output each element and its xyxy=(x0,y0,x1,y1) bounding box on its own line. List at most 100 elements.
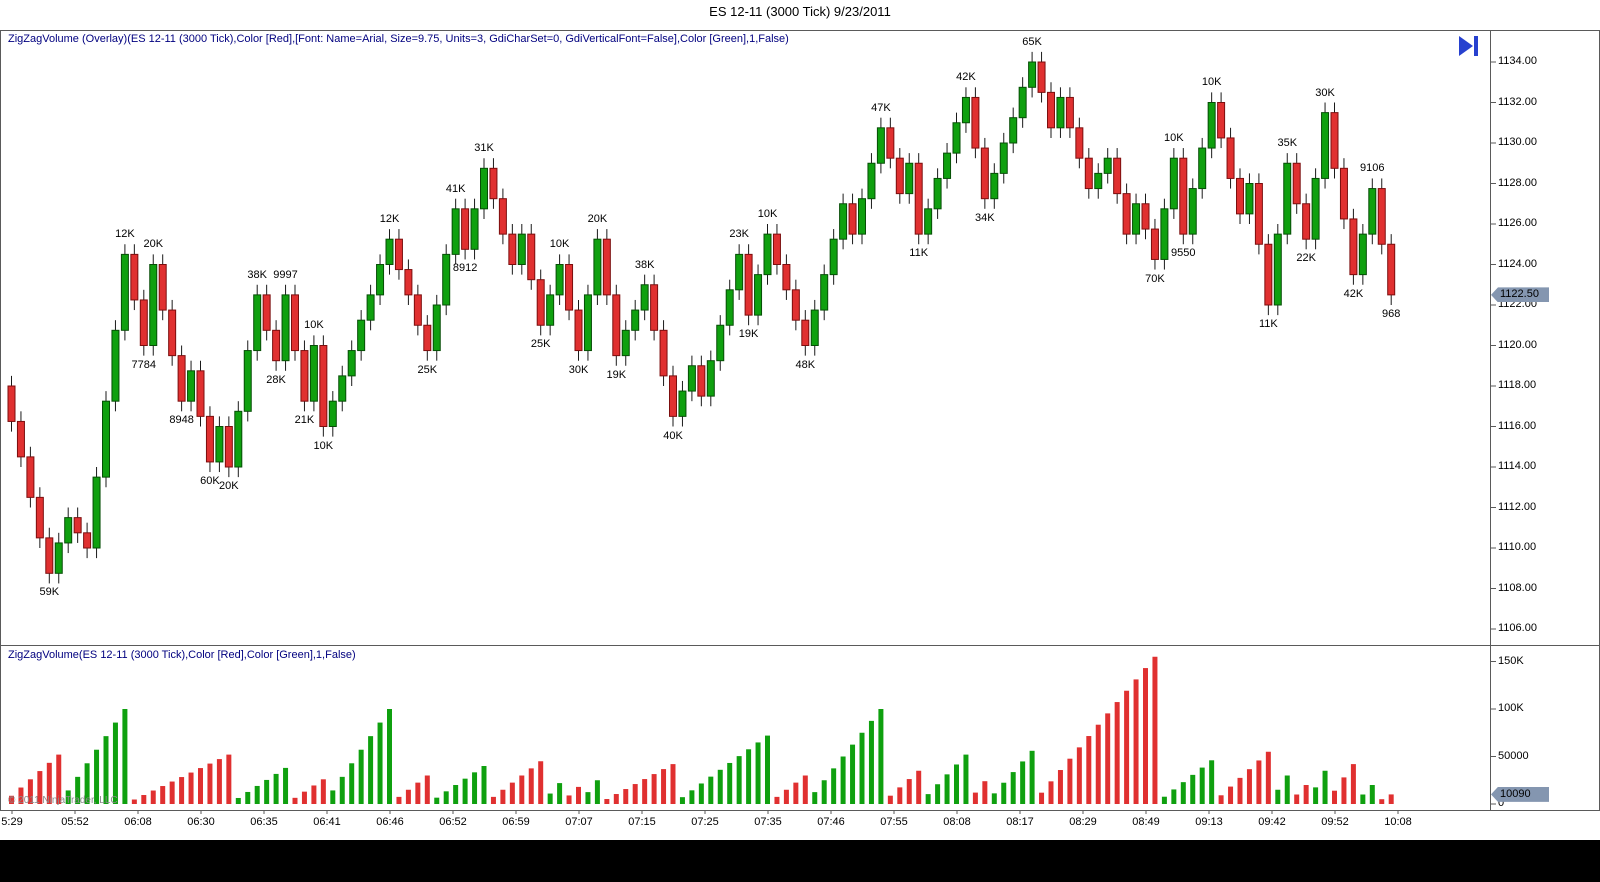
candle xyxy=(801,319,810,346)
volume-bar xyxy=(207,763,213,804)
volume-bar xyxy=(1332,790,1337,804)
volume-bar xyxy=(1313,787,1319,804)
candle xyxy=(215,426,224,463)
candle xyxy=(631,309,640,331)
volume-bar xyxy=(538,761,544,804)
volume-bar xyxy=(179,777,185,804)
candle xyxy=(697,365,706,397)
volume-bar xyxy=(9,795,14,804)
volume-bar xyxy=(859,732,865,804)
volume-bar xyxy=(1086,736,1092,804)
volume-bar xyxy=(358,749,364,804)
volume-bar xyxy=(746,749,752,804)
candle xyxy=(602,238,611,296)
volume-bar xyxy=(330,790,336,804)
volume-bar xyxy=(972,792,978,804)
volume-bar xyxy=(717,769,723,804)
volume-bar xyxy=(812,792,818,804)
volume-bar xyxy=(462,778,468,804)
volume-bar xyxy=(679,797,685,804)
candle xyxy=(848,203,857,235)
candle xyxy=(791,289,800,321)
candle xyxy=(924,208,933,235)
candle xyxy=(281,294,290,362)
volume-bar xyxy=(1388,794,1394,804)
volume-bar xyxy=(481,766,487,804)
candle xyxy=(517,233,526,265)
candle xyxy=(546,294,555,326)
candle xyxy=(404,269,413,296)
scroll-to-end-icon[interactable] xyxy=(1456,33,1482,59)
candle xyxy=(1169,157,1178,210)
candle xyxy=(470,208,479,250)
candle xyxy=(253,294,262,352)
volume-bar xyxy=(1048,781,1054,804)
volume-bar xyxy=(235,797,241,804)
candle xyxy=(1302,203,1311,240)
copyright-label: © 2011 NinjaTrader, LLC xyxy=(8,795,118,806)
candle xyxy=(754,274,763,316)
candle xyxy=(168,309,177,357)
volume-bar xyxy=(594,780,600,804)
volume-panel-indicator-label: ZigZagVolume(ES 12-11 (3000 Tick),Color … xyxy=(8,649,356,661)
volume-bar xyxy=(887,795,893,804)
candle xyxy=(1264,243,1273,306)
candle xyxy=(536,279,545,326)
candle xyxy=(1292,162,1301,205)
volume-bar xyxy=(169,781,175,804)
volume-bar xyxy=(254,785,260,804)
candle xyxy=(1207,102,1216,149)
volume-bar xyxy=(991,793,997,804)
candle xyxy=(64,517,73,544)
volume-bar xyxy=(963,754,969,804)
volume-bar xyxy=(292,797,298,804)
candle xyxy=(1160,208,1169,260)
candle xyxy=(319,345,328,427)
volume-bar xyxy=(1360,794,1366,804)
candle xyxy=(385,238,394,265)
candle xyxy=(640,284,649,311)
candle xyxy=(876,127,885,164)
candle xyxy=(999,142,1008,174)
candle xyxy=(291,294,299,352)
candle xyxy=(1377,188,1386,245)
candle xyxy=(716,324,725,362)
candle xyxy=(1150,228,1159,260)
candle xyxy=(952,122,961,154)
candle xyxy=(735,253,744,291)
candle xyxy=(413,294,422,326)
volume-bar xyxy=(188,772,194,804)
volume-bar xyxy=(1161,796,1167,804)
candle xyxy=(829,238,838,276)
candle xyxy=(461,208,470,250)
candle xyxy=(1273,233,1282,306)
last-price-marker: 1122.50 xyxy=(1491,287,1549,303)
volume-bar xyxy=(906,779,912,804)
volume-bar xyxy=(774,796,780,804)
volume-bar xyxy=(443,791,449,804)
volume-bar xyxy=(642,779,648,804)
volume-bar xyxy=(528,768,534,804)
candle xyxy=(35,496,44,539)
candle xyxy=(810,309,819,346)
candle xyxy=(678,390,687,417)
candle xyxy=(1122,193,1131,235)
candle xyxy=(914,162,923,235)
volume-bar xyxy=(1209,760,1215,804)
volume-bar xyxy=(632,784,638,804)
candle xyxy=(442,253,451,306)
candle xyxy=(1245,183,1254,215)
volume-bar xyxy=(1180,782,1186,804)
volume-bar xyxy=(264,779,270,804)
volume-bar xyxy=(320,779,326,804)
candle xyxy=(565,264,574,311)
candle xyxy=(669,375,677,417)
candle xyxy=(120,253,129,331)
volume-bar xyxy=(1237,777,1243,804)
candle xyxy=(895,157,904,195)
candle xyxy=(451,208,460,255)
volume-bar xyxy=(84,763,90,804)
candle xyxy=(26,456,35,498)
volume-bar xyxy=(131,799,137,804)
